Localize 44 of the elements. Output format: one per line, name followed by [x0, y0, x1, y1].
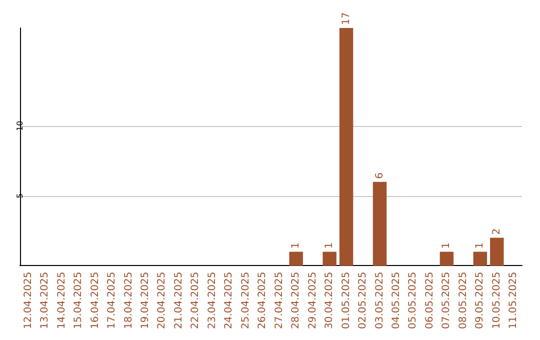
x-tick-label: 02.05.2025 — [358, 272, 369, 330]
x-tick-label: 30.04.2025 — [324, 272, 336, 330]
x-tick-label: 22.04.2025 — [190, 272, 202, 330]
x-tick-label: 20.04.2025 — [156, 272, 168, 330]
bar — [372, 182, 387, 266]
bar — [473, 252, 488, 266]
data-label: 2 — [491, 228, 502, 235]
x-tick-label: 04.05.2025 — [391, 272, 402, 330]
x-tick-label: 13.04.2025 — [40, 272, 51, 330]
data-label: 1 — [290, 242, 302, 249]
x-tick-label: 03.05.2025 — [374, 272, 386, 330]
bar — [490, 238, 504, 266]
x-tick-label: 21.04.2025 — [173, 272, 184, 330]
data-label: 1 — [441, 242, 452, 249]
x-tick-label: 12.04.2025 — [22, 272, 34, 330]
x-tick-label: 26.04.2025 — [257, 272, 268, 330]
x-tick-label: 08.05.2025 — [458, 272, 469, 330]
x-tick-label: 11.05.2025 — [508, 272, 520, 330]
data-label: 17 — [340, 12, 352, 25]
x-tick-label: 29.04.2025 — [307, 272, 318, 330]
x-tick-label: 15.04.2025 — [73, 272, 84, 330]
x-tick-label: 17.04.2025 — [106, 272, 118, 330]
x-tick-label: 23.04.2025 — [206, 272, 218, 330]
x-tick-label: 09.05.2025 — [474, 272, 486, 330]
x-tick-label: 05.05.2025 — [408, 272, 419, 330]
x-tick-label: 07.05.2025 — [441, 272, 452, 330]
x-tick-label: 28.04.2025 — [290, 272, 302, 330]
data-label: 1 — [474, 242, 486, 249]
data-label: 6 — [374, 172, 386, 179]
x-tick-label: 06.05.2025 — [424, 272, 436, 330]
bar — [339, 28, 354, 266]
x-tick-label: 19.04.2025 — [140, 272, 151, 330]
bar — [440, 252, 454, 266]
x-tick-label: 14.04.2025 — [56, 272, 68, 330]
x-tick-label: 24.04.2025 — [224, 272, 235, 330]
x-tick-label: 25.04.2025 — [240, 272, 252, 330]
data-label: 1 — [324, 242, 336, 249]
x-tick-label: 27.04.2025 — [274, 272, 285, 330]
bar — [289, 252, 303, 266]
x-tick-label: 18.04.2025 — [123, 272, 134, 330]
x-tick-label: 10.05.2025 — [491, 272, 502, 330]
x-tick-label: 01.05.2025 — [340, 272, 352, 330]
x-tick-label: 16.04.2025 — [90, 272, 101, 330]
bar — [322, 252, 336, 266]
